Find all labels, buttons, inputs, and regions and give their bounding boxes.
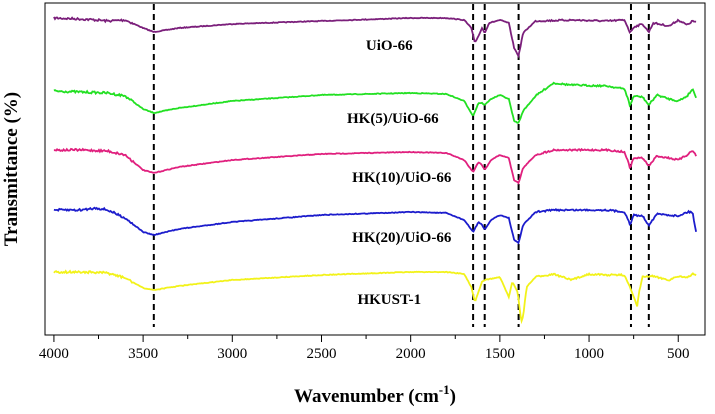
- x-tick-label: 2500: [306, 346, 336, 362]
- spectrum-line: [53, 206, 697, 245]
- x-tick-label: 4000: [39, 346, 69, 362]
- plot-frame: [44, 2, 706, 336]
- spectrum-line: [53, 147, 697, 185]
- x-tick-label: 3000: [217, 346, 247, 362]
- x-axis-title-main: Wavenumber (cm: [294, 386, 439, 407]
- series-label: HK(20)/UiO-66: [352, 230, 452, 246]
- spectrum-line: [53, 269, 697, 325]
- x-tick-label: 3500: [128, 346, 158, 362]
- spectrum-line: [53, 81, 697, 124]
- x-tick-label: 1000: [574, 346, 604, 362]
- y-axis-title: Transmittance (%): [1, 92, 22, 246]
- series-label: HK(5)/UiO-66: [347, 111, 439, 127]
- spectra: [53, 16, 697, 325]
- x-tick-label: 500: [667, 346, 690, 362]
- x-axis-title: Wavenumber (cm-1): [294, 382, 456, 407]
- series-labels: UiO-66 HK(5)/UiO-66 HK(10)/UiO-66 HK(20)/Ui…: [347, 38, 452, 308]
- series-label: UiO-66: [366, 38, 413, 54]
- x-axis-title-sup: -1: [439, 382, 450, 397]
- spectrum-line: [53, 16, 697, 59]
- series-label: HKUST-1: [357, 292, 421, 308]
- x-axis-ticks: 4000 3500 3000 2500 2000 1500 1000 500: [39, 335, 690, 362]
- x-tick-label: 2000: [396, 346, 426, 362]
- series-label: HK(10)/UiO-66: [352, 170, 452, 186]
- x-tick-label: 1500: [485, 346, 515, 362]
- x-axis-title-close: ): [450, 386, 456, 407]
